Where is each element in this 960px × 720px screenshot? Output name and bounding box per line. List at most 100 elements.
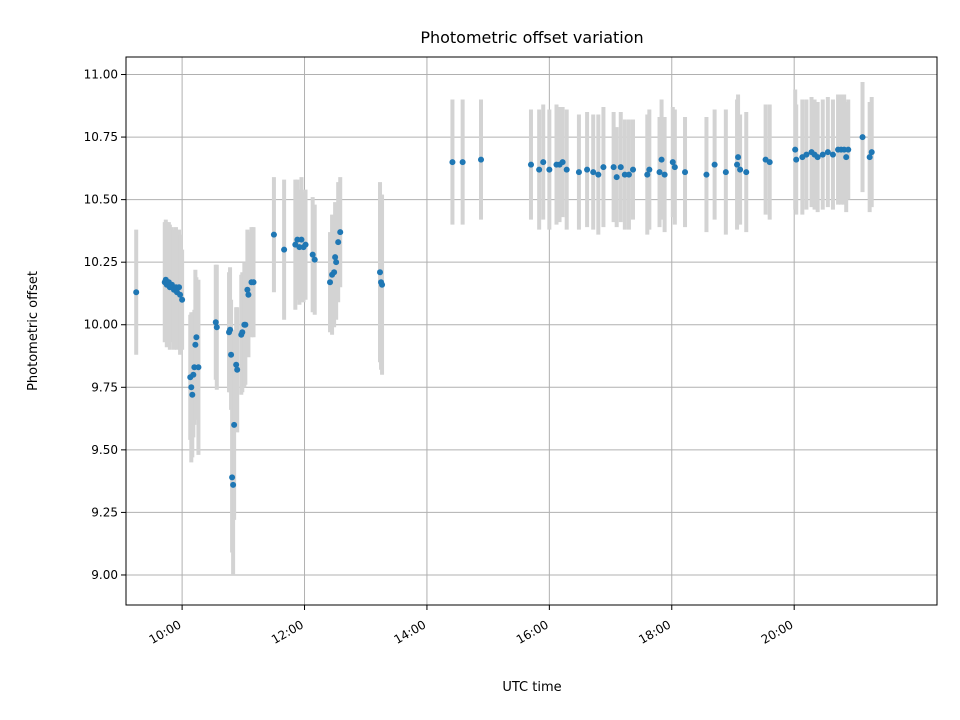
- y-tick-label: 10.00: [84, 318, 118, 332]
- data-point: [228, 351, 235, 358]
- data-point: [179, 296, 186, 303]
- data-point: [669, 159, 676, 166]
- data-point: [737, 166, 744, 173]
- data-point: [661, 171, 668, 178]
- data-point: [449, 159, 456, 166]
- x-tick-label: 14:00: [391, 617, 428, 646]
- data-point: [617, 164, 624, 171]
- data-point: [843, 154, 850, 161]
- data-point: [327, 279, 334, 286]
- data-point: [227, 326, 234, 333]
- data-point: [735, 154, 742, 161]
- y-tick-label: 9.00: [91, 568, 118, 582]
- data-point: [231, 421, 238, 428]
- data-point: [819, 151, 826, 158]
- x-tick-label: 20:00: [759, 617, 796, 646]
- x-axis-label: UTC time: [502, 680, 561, 695]
- data-point: [575, 169, 582, 176]
- data-point: [743, 169, 750, 176]
- data-point: [527, 161, 534, 168]
- data-point: [192, 341, 199, 348]
- chart-title: Photometric offset variation: [420, 28, 643, 47]
- data-point: [829, 151, 836, 158]
- x-tick-label: 10:00: [147, 617, 184, 646]
- error-bars: [134, 82, 874, 575]
- y-tick-label: 11.00: [84, 68, 118, 82]
- data-point: [133, 289, 140, 296]
- data-point: [682, 169, 689, 176]
- data-point: [610, 164, 617, 171]
- data-point: [335, 239, 342, 246]
- data-point: [868, 149, 875, 156]
- data-point: [478, 156, 485, 163]
- y-tick-label: 10.50: [84, 193, 118, 207]
- data-point: [190, 371, 197, 378]
- data-point: [337, 229, 344, 236]
- data-point: [814, 154, 821, 161]
- data-point: [332, 254, 339, 261]
- data-point: [331, 269, 338, 276]
- data-point: [792, 146, 799, 153]
- data-point: [703, 171, 710, 178]
- x-tick-label: 16:00: [514, 617, 551, 646]
- data-point: [734, 161, 741, 168]
- data-point: [711, 161, 718, 168]
- data-point: [213, 324, 220, 331]
- x-tick-label: 18:00: [636, 617, 673, 646]
- data-point: [233, 361, 240, 368]
- y-tick-label: 10.75: [84, 130, 118, 144]
- data-point: [212, 319, 219, 326]
- x-tick-label: 12:00: [269, 617, 306, 646]
- data-point: [630, 166, 637, 173]
- data-point: [379, 281, 386, 288]
- y-tick-label: 9.25: [91, 505, 118, 519]
- y-tick-label: 9.75: [91, 380, 118, 394]
- data-point: [625, 171, 632, 178]
- data-point: [644, 171, 651, 178]
- data-point: [866, 154, 873, 161]
- x-axis-ticks: 10:00 12:00 14:00 16:00 18:00 20:00: [147, 605, 796, 647]
- data-point: [646, 166, 653, 173]
- data-point: [177, 291, 184, 298]
- data-point: [803, 151, 810, 158]
- y-axis-label: Photometric offset: [26, 271, 41, 391]
- data-point: [250, 279, 257, 286]
- data-point: [722, 169, 729, 176]
- data-point: [193, 334, 200, 341]
- data-point: [546, 166, 553, 173]
- data-point: [245, 291, 252, 298]
- data-point: [176, 284, 183, 291]
- data-point: [590, 169, 597, 176]
- data-point: [600, 164, 607, 171]
- data-point: [242, 321, 249, 328]
- data-point: [188, 384, 195, 391]
- data-point: [656, 169, 663, 176]
- data-point: [302, 241, 309, 248]
- data-point: [298, 236, 305, 243]
- data-point: [536, 166, 543, 173]
- plot-frame: [125, 56, 938, 606]
- y-tick-label: 10.25: [84, 255, 118, 269]
- data-point: [540, 159, 547, 166]
- data-point: [584, 166, 591, 173]
- data-point: [189, 391, 196, 398]
- data-point: [658, 156, 665, 163]
- data-point: [824, 149, 831, 156]
- data-point: [234, 366, 241, 373]
- data-point: [309, 251, 316, 258]
- data-point: [281, 246, 288, 253]
- data-point: [595, 171, 602, 178]
- data-point: [559, 159, 566, 166]
- data-point: [230, 481, 237, 488]
- data-point: [671, 164, 678, 171]
- y-tick-label: 9.50: [91, 443, 118, 457]
- data-point: [613, 174, 620, 181]
- y-axis-ticks: 9.00 9.25 9.50 9.75 10.00 10.25 10.50 10.75 11.0…: [84, 68, 126, 582]
- data-point: [239, 329, 246, 336]
- data-point: [459, 159, 466, 166]
- data-point: [229, 474, 236, 481]
- data-point: [244, 286, 251, 293]
- data-point: [311, 256, 318, 263]
- data-point: [793, 156, 800, 163]
